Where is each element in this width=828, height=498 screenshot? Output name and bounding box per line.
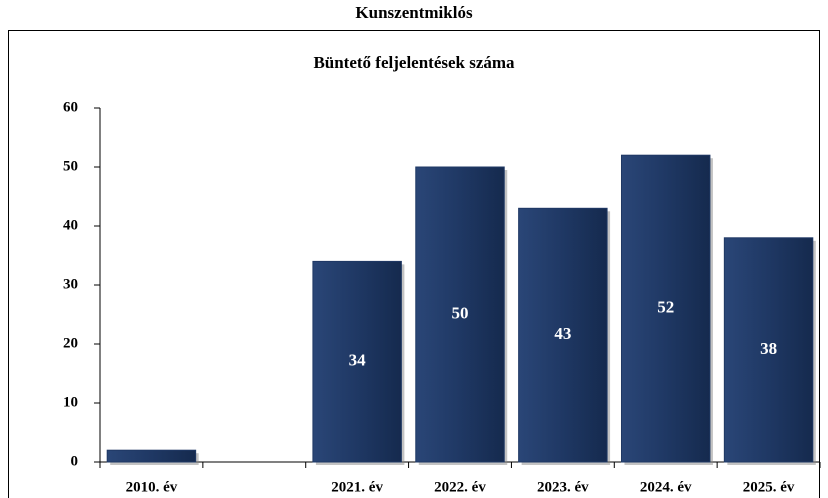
chart-title: Kunszentmiklós [355, 3, 473, 22]
x-tick-label: 2025. év [743, 479, 795, 495]
y-tick-label: 0 [71, 453, 79, 469]
bar [107, 450, 195, 462]
y-tick-label: 10 [63, 394, 78, 410]
x-tick-label: 2010. év [126, 479, 178, 495]
x-tick-label: 2021. év [331, 479, 383, 495]
data-label: 52 [657, 298, 674, 317]
data-label: 34 [349, 351, 367, 370]
y-tick-label: 30 [63, 276, 78, 292]
y-tick-label: 40 [63, 217, 78, 233]
y-tick-label: 20 [63, 335, 78, 351]
chart-subtitle: Büntető feljelentések száma [313, 53, 515, 72]
page: {"chart_data": {"type": "bar", "title": … [0, 0, 828, 498]
data-label: 43 [554, 324, 571, 343]
x-tick-label: 2023. év [537, 479, 589, 495]
data-label: 38 [760, 339, 777, 358]
y-tick-label: 60 [63, 99, 78, 115]
x-tick-label: 2022. év [434, 479, 486, 495]
y-tick-label: 50 [63, 158, 78, 174]
chart: Kunszentmiklós Büntető feljelentések szá… [0, 0, 828, 498]
x-tick-label: 2024. év [640, 479, 692, 495]
data-label: 50 [452, 303, 469, 322]
